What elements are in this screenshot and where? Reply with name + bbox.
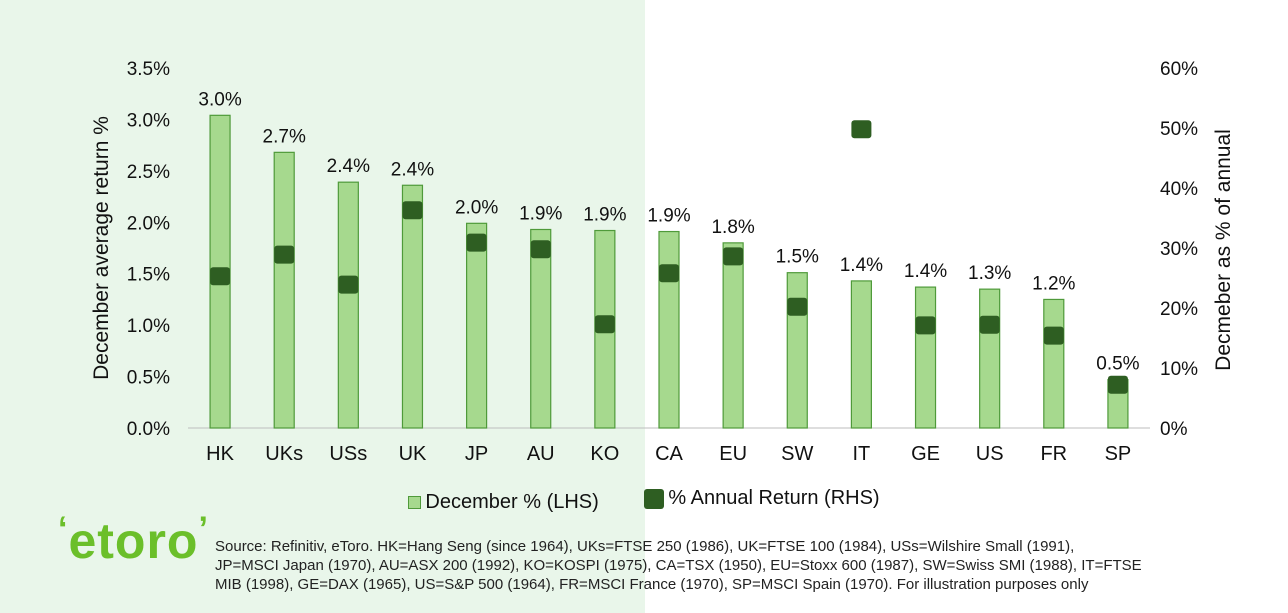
y2-axis-title: Decmeber as % of annual: [1212, 129, 1235, 371]
data-label-it: 1.4%: [840, 255, 883, 276]
data-label-ko: 1.9%: [583, 205, 626, 226]
category-label-jp: JP: [465, 443, 488, 465]
marker-fr: [1043, 326, 1064, 345]
bar-chart: 0.0% 0.5% 1.0% 1.5% 2.0% 2.5% 3.0% 3.5% 0% 10% 20%…: [90, 59, 1235, 465]
data-label-ca: 1.9%: [647, 206, 690, 227]
category-label-ge: GE: [911, 443, 940, 465]
source-line-1: Source: Refinitiv, eToro. HK=Hang Seng (…: [215, 538, 1075, 555]
marker-hk: [210, 267, 231, 286]
marker-uks: [274, 245, 295, 264]
bar-uss: [337, 181, 359, 429]
legend-bar-label: December % (LHS): [425, 490, 599, 513]
category-label-ca: CA: [655, 443, 683, 465]
bar-uk: [401, 184, 424, 429]
bar-ca: [658, 230, 680, 429]
bar-jp: [466, 222, 488, 429]
bar-it: [850, 280, 873, 429]
data-label-fr: 1.2%: [1032, 273, 1075, 294]
category-label-it: IT: [853, 443, 871, 465]
y-tick-label: 3.5%: [127, 59, 170, 80]
marker-uk: [402, 201, 423, 220]
etoro-logo: ‘etoro’: [58, 510, 209, 569]
marker-sw: [787, 297, 808, 316]
marker-eu: [723, 247, 744, 266]
category-label-sp: SP: [1105, 443, 1132, 465]
marker-ca: [659, 264, 679, 283]
data-label-jp: 2.0%: [455, 197, 498, 218]
y2-tick-label: 30%: [1160, 239, 1198, 260]
y-axis-title: December average return %: [90, 116, 113, 380]
bar-sw: [786, 272, 808, 429]
data-label-uks: 2.7%: [263, 126, 306, 147]
source-line-2: JP=MSCI Japan (1970), AU=ASX 200 (1992),…: [215, 557, 1142, 574]
bar-ge: [914, 286, 937, 429]
category-label-ko: KO: [590, 443, 619, 465]
category-label-uks: UKs: [265, 443, 303, 465]
y-tick-label: 1.0%: [127, 316, 170, 337]
category-label-us: US: [976, 443, 1004, 465]
category-label-sw: SW: [781, 443, 813, 465]
bar-uks: [273, 151, 295, 429]
data-label-eu: 1.8%: [711, 217, 754, 238]
data-label-uk: 2.4%: [391, 159, 434, 180]
category-label-fr: FR: [1040, 443, 1067, 465]
y-tick-label: 2.5%: [127, 162, 170, 183]
data-label-uss: 2.4%: [327, 156, 370, 177]
legend-marker-label: % Annual Return (RHS): [668, 487, 880, 509]
markers-group: [210, 120, 1128, 394]
category-label-au: AU: [527, 443, 555, 465]
marker-ge: [915, 316, 936, 335]
y2-tick-label: 60%: [1160, 59, 1198, 80]
data-label-us: 1.3%: [968, 263, 1011, 284]
y-tick-label: 0.5%: [127, 368, 170, 389]
axes-group: 0.0% 0.5% 1.0% 1.5% 2.0% 2.5% 3.0% 3.5% 0% 10% 20%…: [127, 59, 1198, 440]
labels-group: 3.0% HK 2.7% UKs 2.4% USs 2.4% UK 2.0% JP 1.9% AU 1.…: [198, 89, 1139, 465]
data-label-au: 1.9%: [519, 203, 562, 224]
marker-jp: [466, 233, 487, 252]
legend-marker-swatch: [644, 488, 665, 509]
marker-au: [530, 240, 551, 259]
category-label-uk: UK: [399, 443, 427, 465]
marker-it: [851, 120, 872, 139]
bar-us: [979, 288, 1001, 429]
y-tick-label: 0.0%: [127, 419, 170, 440]
marker-us: [979, 315, 1000, 334]
category-label-eu: EU: [719, 443, 747, 465]
marker-sp: [1107, 375, 1128, 394]
bar-eu: [722, 242, 744, 429]
bar-fr: [1043, 298, 1065, 429]
marker-ko: [594, 315, 615, 334]
y2-tick-label: 50%: [1160, 119, 1198, 140]
y-tick-label: 2.0%: [127, 213, 170, 234]
category-label-hk: HK: [206, 443, 234, 465]
y-tick-label: 1.5%: [127, 265, 170, 286]
y2-tick-label: 40%: [1160, 179, 1198, 200]
y-tick-label: 3.0%: [127, 110, 170, 131]
y2-tick-label: 10%: [1160, 359, 1198, 380]
y2-tick-label: 20%: [1160, 299, 1198, 320]
source-note: Source: Refinitiv, eToro. HK=Hang Seng (…: [215, 537, 1255, 594]
legend: December % (LHS) % Annual Return (RHS): [0, 487, 1288, 515]
bar-au: [530, 228, 552, 429]
marker-uss: [338, 275, 359, 294]
legend-item-marker: % Annual Return (RHS): [644, 487, 880, 510]
logo-text: etoro: [68, 513, 199, 569]
legend-item-bar: December % (LHS): [408, 490, 599, 514]
category-label-uss: USs: [329, 443, 367, 465]
data-label-sp: 0.5%: [1096, 354, 1139, 375]
source-line-3: MIB (1998), GE=DAX (1965), US=S&P 500 (1…: [215, 576, 1089, 593]
data-label-sw: 1.5%: [776, 247, 819, 268]
data-label-hk: 3.0%: [198, 89, 241, 110]
legend-bar-swatch: [408, 495, 422, 509]
y2-tick-label: 0%: [1160, 419, 1188, 440]
data-label-ge: 1.4%: [904, 261, 947, 282]
